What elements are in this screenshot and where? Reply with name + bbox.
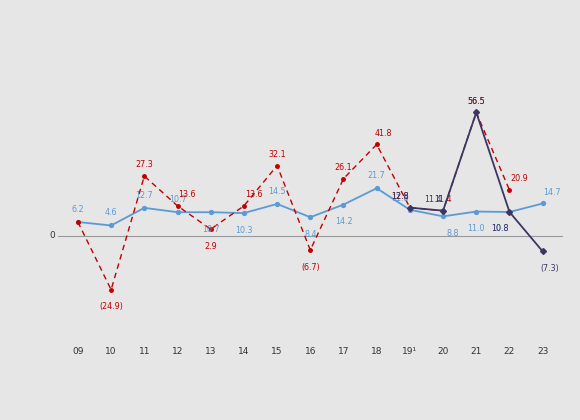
Text: 6.2: 6.2 [71, 205, 84, 214]
Text: 13.6: 13.6 [245, 190, 262, 199]
Text: 56.5: 56.5 [467, 97, 485, 105]
Text: 56.5: 56.5 [467, 97, 485, 105]
Text: 10.7: 10.7 [169, 195, 186, 204]
Text: 13.6: 13.6 [179, 190, 196, 199]
Text: 12.8: 12.8 [392, 192, 409, 201]
Text: 20.9: 20.9 [510, 174, 528, 183]
Text: 10.8: 10.8 [491, 225, 509, 234]
Text: 11.0: 11.0 [467, 224, 485, 233]
Text: 11.4: 11.4 [425, 195, 442, 204]
Text: 27.3: 27.3 [136, 160, 153, 169]
Text: (6.7): (6.7) [301, 262, 320, 272]
Text: 12.8: 12.8 [392, 192, 409, 201]
Text: (24.9): (24.9) [99, 302, 123, 311]
Text: 0: 0 [49, 231, 55, 240]
Text: 26.1: 26.1 [335, 163, 352, 172]
Text: 10.3: 10.3 [235, 226, 253, 235]
Text: 14.5: 14.5 [269, 186, 286, 196]
Text: 8.4: 8.4 [304, 230, 317, 239]
Text: 41.8: 41.8 [375, 129, 393, 137]
Text: 32.1: 32.1 [269, 150, 286, 159]
Text: 14.7: 14.7 [543, 188, 561, 197]
Text: 2.9: 2.9 [204, 241, 217, 251]
Text: 10.7: 10.7 [202, 225, 219, 234]
Text: 10.8: 10.8 [491, 225, 509, 234]
Text: 14.2: 14.2 [335, 217, 352, 226]
Text: 4.6: 4.6 [105, 208, 117, 217]
Text: 11.4: 11.4 [434, 195, 452, 204]
Text: 11.8: 11.8 [392, 194, 409, 203]
Text: (7.3): (7.3) [540, 264, 559, 273]
Text: 12.7: 12.7 [136, 191, 153, 200]
Text: 21.7: 21.7 [368, 171, 386, 180]
Text: 8.8: 8.8 [447, 229, 459, 238]
